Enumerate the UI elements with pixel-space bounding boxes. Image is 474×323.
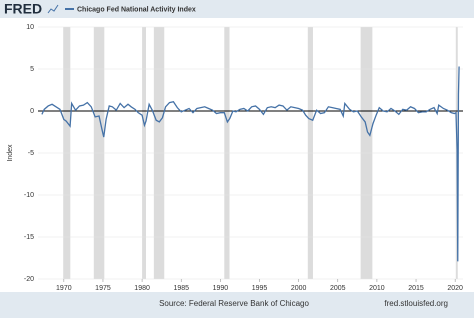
footer-bar — [0, 292, 474, 318]
x-tick-label: 1970 — [56, 285, 72, 292]
y-tick-label: 10 — [26, 24, 34, 31]
site: fred.stlouisfed.org — [384, 299, 448, 308]
x-tick-label: 2010 — [369, 285, 385, 292]
y-tick-label: 5 — [30, 66, 34, 73]
x-tick-label: 2000 — [291, 285, 307, 292]
series-line — [41, 66, 460, 262]
legend-label: Chicago Fed National Activity Index — [77, 6, 196, 13]
logo-icon — [47, 4, 59, 14]
x-tick-label: 1995 — [252, 285, 268, 292]
x-tick-label: 2020 — [447, 285, 463, 292]
y-tick-label: 0 — [30, 108, 34, 115]
x-tick-label: 1990 — [213, 285, 229, 292]
y-tick-label: -15 — [24, 234, 34, 241]
x-tick-label: 1975 — [95, 285, 111, 292]
y-axis-label: Index — [7, 144, 14, 162]
y-tick-label: -5 — [28, 150, 34, 157]
x-tick-label: 2005 — [330, 285, 346, 292]
y-tick-label: -10 — [24, 192, 34, 199]
y-tick-label: -20 — [24, 276, 34, 283]
x-tick-label: 2015 — [408, 285, 424, 292]
x-tick-label: 1980 — [134, 285, 150, 292]
header-bar — [0, 0, 474, 18]
x-tick-label: 1985 — [173, 285, 189, 292]
logo: FRED — [4, 1, 42, 17]
source: Source: Federal Reserve Bank of Chicago — [159, 299, 309, 308]
